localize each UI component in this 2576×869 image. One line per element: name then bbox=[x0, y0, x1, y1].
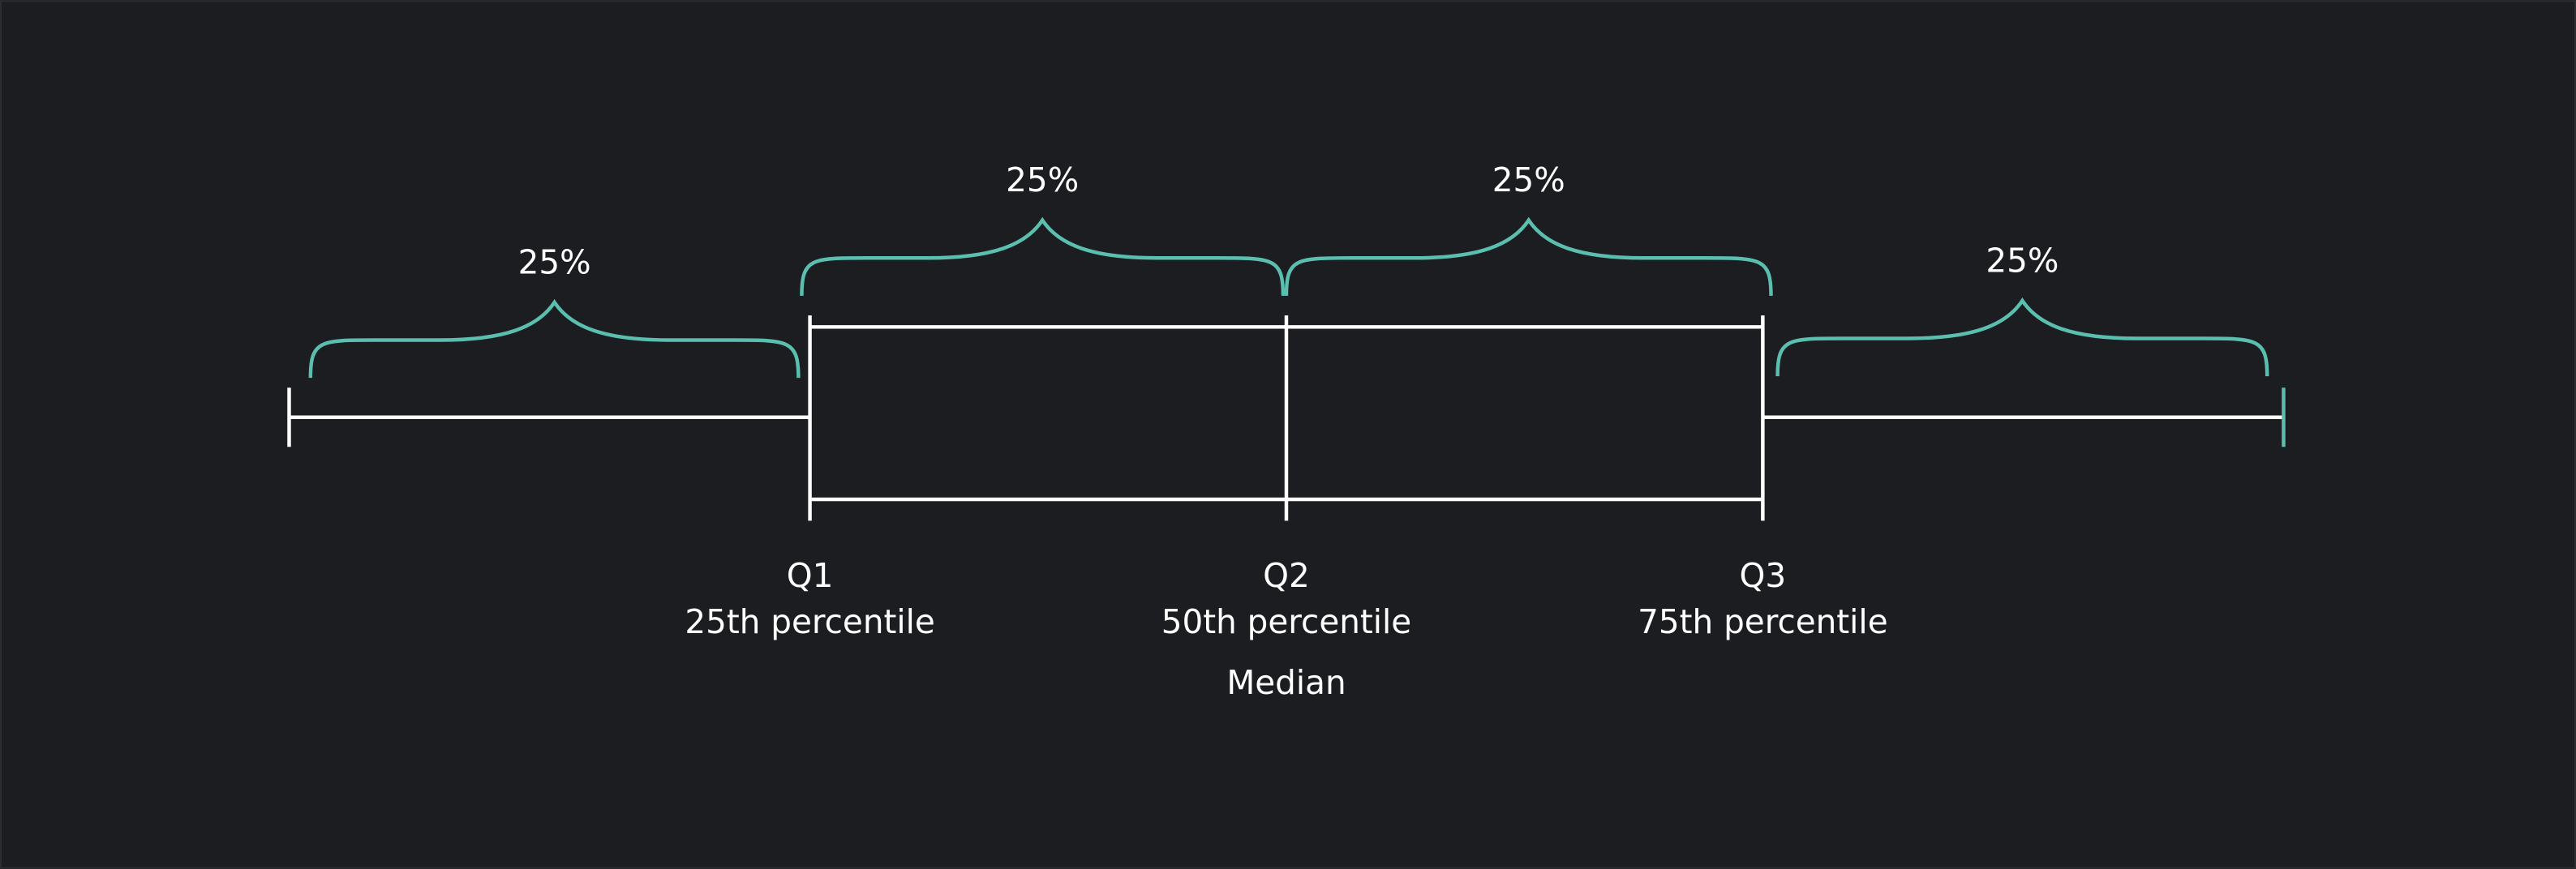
quartile-description: 50th percentile bbox=[1161, 602, 1412, 641]
brace bbox=[1775, 297, 2269, 377]
quartile-name: Q2 bbox=[1263, 556, 1310, 595]
brace bbox=[308, 298, 801, 379]
quartile-description: 25th percentile bbox=[685, 602, 934, 641]
brace bbox=[800, 216, 1286, 296]
brace-label: 25% bbox=[1006, 161, 1079, 199]
brace-label: 25% bbox=[1986, 241, 2059, 280]
quartile-description: 75th percentile bbox=[1638, 602, 1887, 641]
quartile-note: Median bbox=[1226, 663, 1346, 702]
brace-label: 25% bbox=[518, 242, 591, 281]
brace-label: 25% bbox=[1492, 161, 1565, 199]
quartile-name: Q3 bbox=[1740, 556, 1787, 595]
brace bbox=[1284, 216, 1773, 296]
quartile-name: Q1 bbox=[787, 556, 834, 595]
